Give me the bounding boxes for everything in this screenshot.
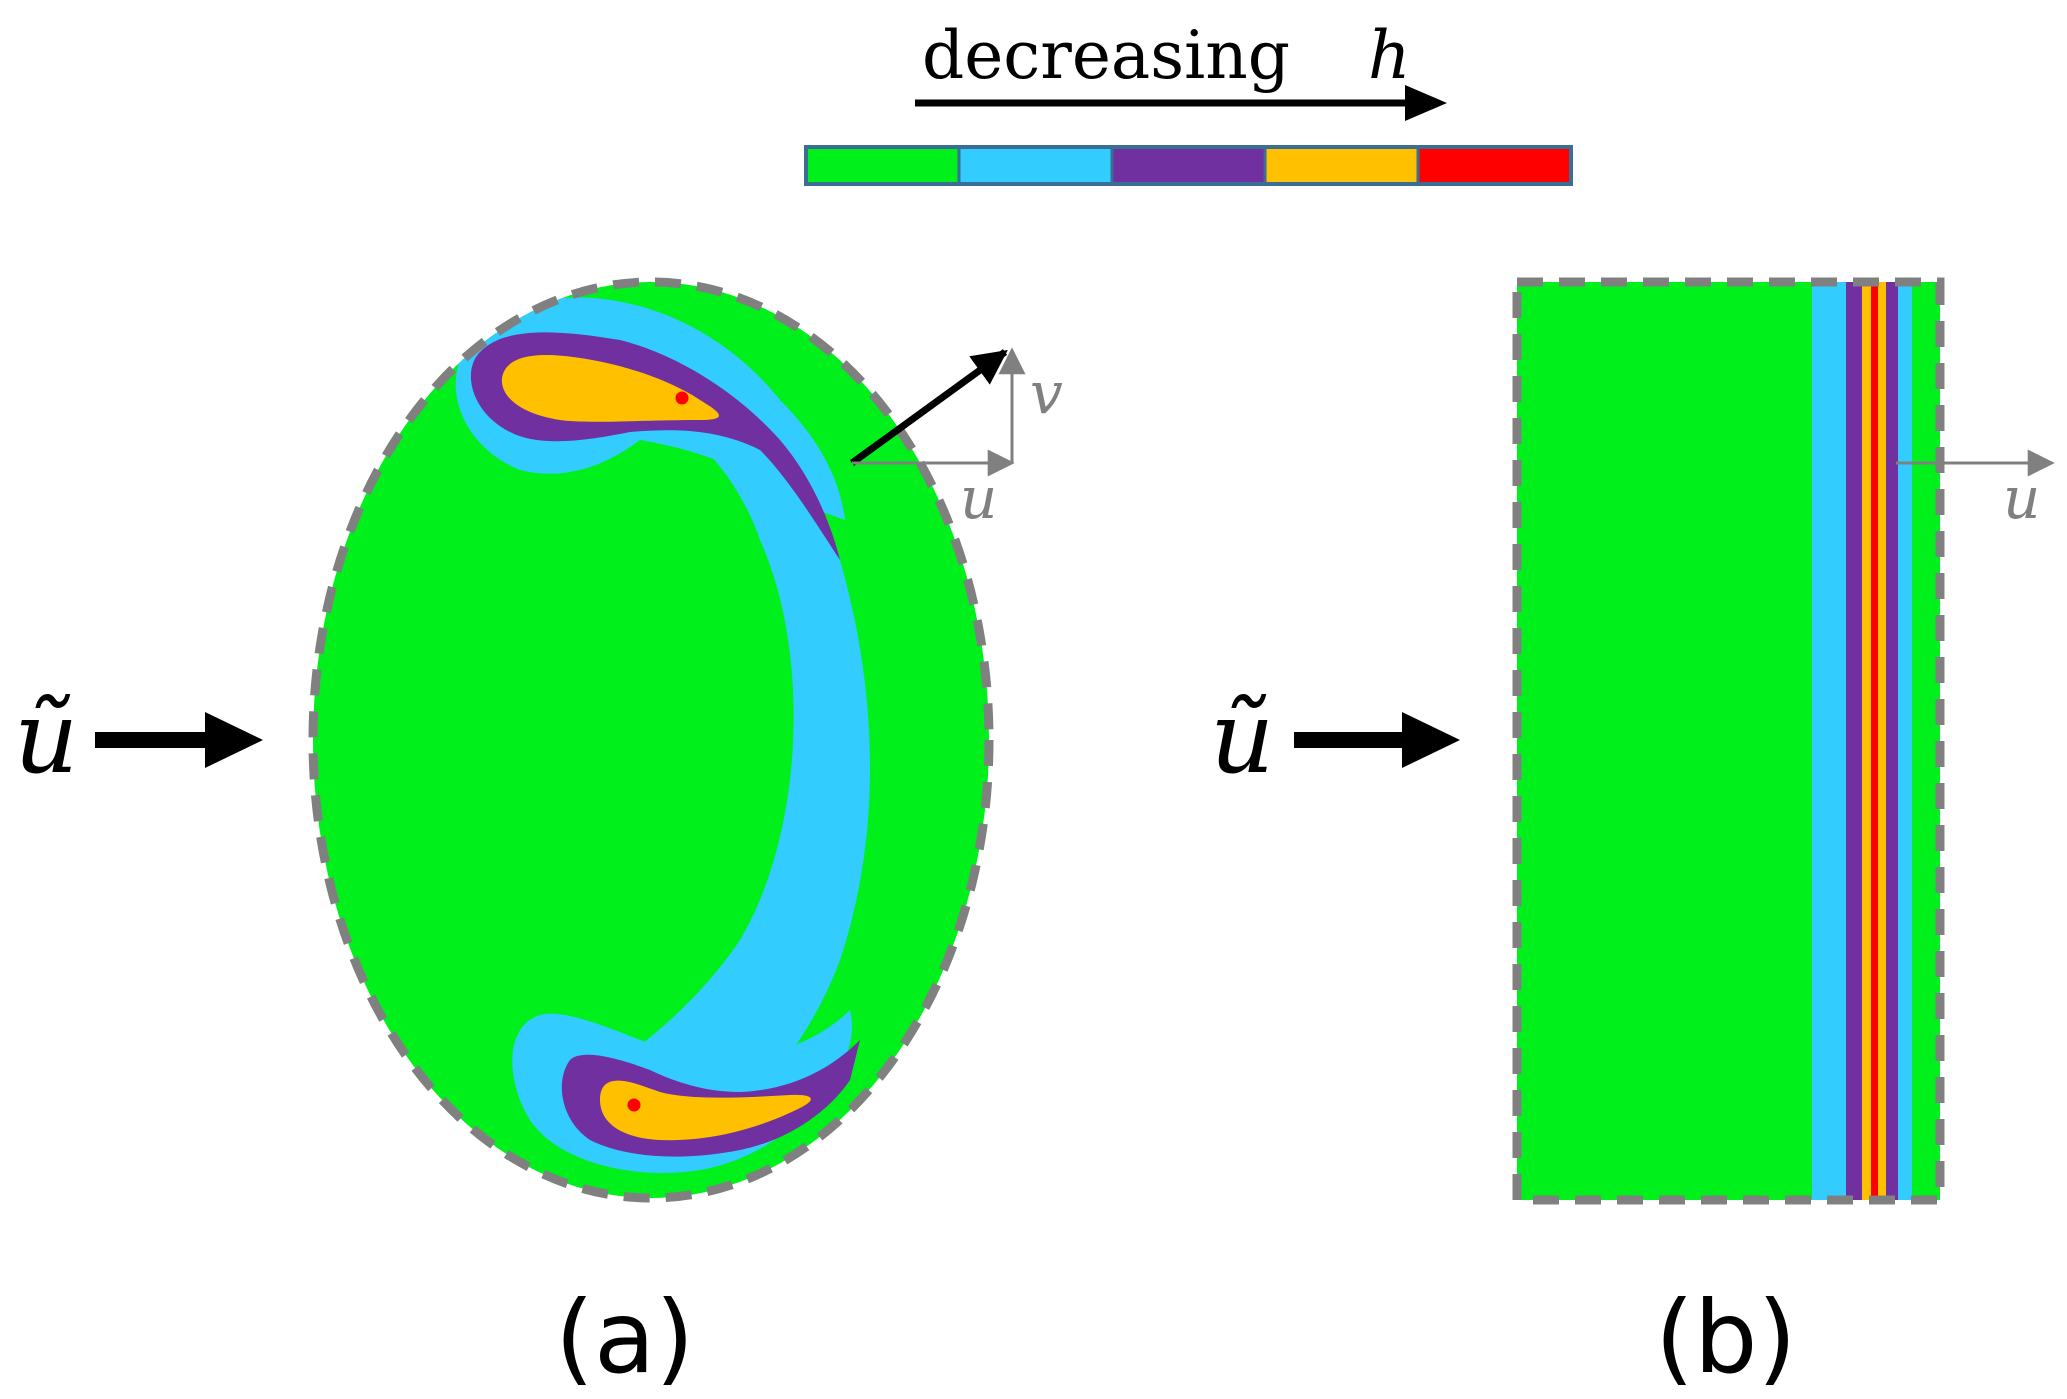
ellipse-field	[308, 277, 994, 1203]
rect-band-blue-1	[1812, 282, 1846, 1200]
colorbar-swatch-4	[1263, 145, 1420, 186]
rect-boundary-dashed	[1512, 277, 1945, 1205]
panel-a-incident-arrow	[95, 712, 263, 768]
panel-b-incident-label: ũ	[1210, 679, 1274, 796]
rect-band-blue-2	[1898, 282, 1912, 1200]
source-dot-lower	[627, 1098, 641, 1112]
ellipse-boundary-dashed	[308, 277, 994, 1203]
colorbar	[804, 145, 1573, 186]
rect-band-red	[1871, 282, 1878, 1200]
velocity-resultant-arrow	[849, 349, 1008, 466]
colorbar-label-word: decreasing	[922, 17, 1290, 94]
panel-b-u-label: u	[2003, 464, 2040, 532]
panel-a: ũ	[14, 277, 1063, 1396]
rim-band-blue	[590, 330, 870, 1140]
panel-a-incident-label: ũ	[14, 679, 78, 796]
vortex-upper-orange	[501, 354, 719, 422]
colorbar-swatch-2	[957, 145, 1114, 186]
colorbar-swatch-1	[804, 145, 961, 186]
panel-b-incident-arrow	[1294, 712, 1460, 768]
colorbar-swatch-5	[1416, 145, 1573, 186]
colorbar-label-variable: h	[1368, 17, 1411, 94]
rect-band-orange-1	[1862, 282, 1871, 1200]
panel-a-v-label: v	[1030, 359, 1063, 427]
panel-b-caption: (b)	[1655, 1279, 1797, 1396]
rect-band-green-2	[1912, 282, 1940, 1200]
source-dot-upper	[675, 391, 689, 405]
rect-band-purple-1	[1846, 282, 1862, 1200]
panel-a-u-label: u	[960, 464, 997, 532]
colorbar-header: decreasing h	[915, 17, 1447, 121]
colorbar-direction-arrow	[915, 85, 1447, 121]
vortex-lower-orange	[600, 1080, 811, 1141]
panel-b-velocity: u	[1896, 449, 2055, 532]
rectangle-field	[1512, 277, 1945, 1205]
rect-band-green	[1517, 282, 1812, 1200]
velocity-diagram: u v	[849, 347, 1063, 532]
rect-band-purple-2	[1886, 282, 1898, 1200]
panel-b: ũ u (b)	[1210, 277, 2055, 1396]
panel-a-caption: (a)	[555, 1279, 694, 1396]
colorbar-frame	[804, 145, 1573, 186]
rect-band-orange-2	[1878, 282, 1886, 1200]
colorbar-swatch-3	[1110, 145, 1267, 186]
